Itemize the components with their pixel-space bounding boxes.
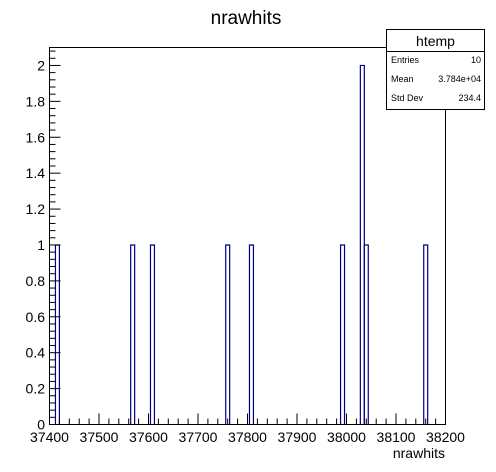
stats-value: 10	[471, 55, 481, 65]
y-tick-label: 0.2	[26, 381, 46, 397]
histogram-bin-5	[339, 244, 346, 425]
y-tick-label: 0.4	[26, 345, 46, 361]
x-tick-label: 37600	[129, 429, 168, 445]
histogram-bin-1	[130, 244, 136, 425]
histogram-bars	[54, 64, 429, 425]
x-tick-label: 37900	[278, 429, 317, 445]
x-tick-label: 37400	[30, 429, 69, 445]
stats-rows: Entries 10 Mean 3.784e+04 Std Dev 234.4	[391, 55, 481, 103]
y-tick-label: 0.8	[26, 273, 46, 289]
y-axis: 0 0.2 0.4 0.6 0.8 1 1.2 1.4 1.6 1.8 2	[26, 50, 61, 433]
stats-label: Std Dev	[391, 93, 424, 103]
y-tick-label: 1.8	[26, 93, 46, 109]
histogram-bin-8	[423, 244, 429, 425]
histogram-bin-4	[248, 244, 255, 425]
x-tick-label: 38100	[377, 429, 416, 445]
stats-box: htemp Entries 10 Mean 3.784e+04 Std Dev 234.4	[386, 29, 485, 110]
x-tick-label: 37500	[80, 429, 119, 445]
x-tick-label: 37800	[228, 429, 267, 445]
stats-label: Entries	[391, 55, 420, 65]
y-tick-label: 1	[37, 237, 45, 253]
histogram-bin-3	[225, 244, 231, 425]
y-tick-label: 0	[37, 417, 45, 433]
x-axis-title: nrawhits	[393, 445, 445, 461]
y-tick-label: 1.6	[26, 129, 46, 145]
histogram-bin-7	[363, 244, 369, 425]
x-tick-label: 38200	[426, 429, 465, 445]
y-tick-label: 1.4	[26, 165, 46, 181]
stats-box-name: htemp	[416, 33, 455, 49]
x-tick-label: 37700	[179, 429, 218, 445]
y-tick-label: 2	[37, 57, 45, 73]
y-tick-label: 0.6	[26, 309, 46, 325]
histogram-bin-2	[149, 244, 156, 425]
stats-label: Mean	[391, 74, 414, 84]
stats-box-frame	[386, 29, 485, 110]
histogram-bin-0	[54, 244, 61, 425]
stats-value: 234.4	[458, 93, 481, 103]
x-axis: 37400 37500 37600 37700 37800 37900 38000 38100…	[30, 413, 465, 445]
y-tick-label: 1.2	[26, 201, 46, 217]
stats-value: 3.784e+04	[438, 74, 481, 84]
chart-title: nrawhits	[211, 8, 282, 29]
x-tick-label: 38000	[327, 429, 366, 445]
